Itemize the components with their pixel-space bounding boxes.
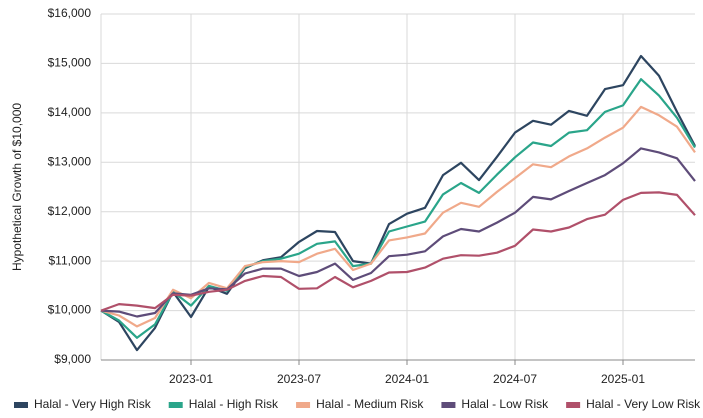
series-line [100, 78, 696, 339]
legend-swatch [296, 402, 311, 408]
x-tick-label: 2024-01 [385, 372, 429, 386]
legend-label: Halal - Very Low Risk [586, 397, 701, 411]
y-tick-label: $12,000 [48, 204, 92, 218]
x-tick-label: 2023-01 [169, 372, 213, 386]
legend-swatch [168, 402, 183, 408]
y-tick-label: $15,000 [48, 56, 92, 70]
y-tick-label: $11,000 [49, 253, 92, 267]
legend-label: Halal - Very High Risk [34, 397, 152, 411]
legend-swatch [441, 402, 456, 408]
series-line [100, 105, 696, 328]
series-line [100, 191, 696, 312]
y-tick-label: $14,000 [48, 105, 92, 119]
y-tick-label: $16,000 [48, 6, 92, 20]
legend-swatch [566, 402, 581, 408]
series-line [100, 147, 696, 318]
legend-label: Halal - High Risk [189, 397, 279, 411]
y-tick-label: $10,000 [48, 303, 92, 317]
x-tick-label: 2024-07 [493, 372, 537, 386]
legend-swatch [14, 402, 28, 408]
y-tick-label: $13,000 [48, 154, 92, 168]
x-tick-label: 2023-07 [277, 372, 321, 386]
legend-label: Halal - Low Risk [461, 397, 549, 411]
y-axis-label: Hypothetical Growth of $10,000 [10, 103, 24, 271]
series-line [100, 54, 696, 352]
legend-label: Halal - Medium Risk [316, 397, 424, 411]
y-tick-label: $9,000 [54, 352, 91, 366]
x-tick-label: 2025-01 [601, 372, 645, 386]
